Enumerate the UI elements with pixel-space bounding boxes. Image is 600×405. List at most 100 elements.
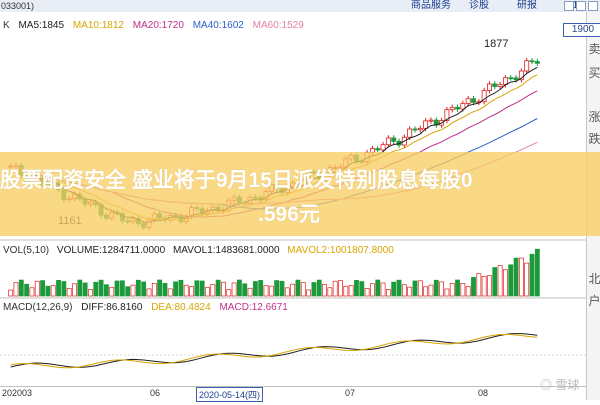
volume-bar — [508, 264, 514, 297]
volume-bar — [359, 281, 365, 297]
tab-research[interactable]: 研报 — [517, 0, 537, 11]
volume-bar — [284, 287, 290, 297]
candle-body — [492, 83, 498, 87]
sidebar-account[interactable]: 户 — [588, 294, 600, 308]
volume-bar — [141, 281, 147, 297]
volume-bar — [338, 280, 343, 297]
date-axis: 202003 06 2020-05-14(四) 07 08 — [0, 386, 586, 402]
volume-bar — [290, 283, 296, 297]
candle-body — [391, 137, 397, 142]
date-tick-07: 07 — [345, 388, 356, 398]
volume-bar — [151, 282, 157, 297]
volume-bar — [194, 280, 200, 297]
volume-bar — [476, 273, 482, 297]
volume-bar — [77, 279, 83, 297]
maximize-icon[interactable] — [576, 1, 586, 11]
sidebar-fall[interactable]: 跌 — [588, 132, 600, 146]
volume-bar — [215, 279, 221, 297]
tab-f10[interactable]: F10 — [566, 0, 584, 11]
volume-bar — [433, 279, 439, 297]
sidebar-rise[interactable]: 涨 — [588, 110, 600, 124]
candle-body — [407, 128, 413, 138]
volume-bar — [237, 279, 242, 297]
volume-bar — [316, 279, 322, 297]
high-price-label: 1877 — [484, 38, 509, 50]
candle-body — [449, 106, 455, 111]
volume-bar — [82, 282, 88, 297]
volume-bar — [247, 287, 253, 297]
volume-bar — [178, 279, 184, 297]
volume-bar — [385, 289, 391, 297]
volume-bar — [45, 285, 51, 297]
volume-bar — [518, 257, 524, 297]
dea-line — [10, 333, 538, 369]
volume-bar — [428, 284, 434, 297]
sidebar-sell[interactable]: 卖 — [588, 42, 600, 56]
volume-bar — [401, 284, 407, 297]
volume-bar — [534, 248, 540, 297]
minimize-icon[interactable] — [564, 1, 574, 11]
volume-bar — [50, 285, 56, 297]
candle-body — [455, 106, 461, 110]
volume-bar — [162, 283, 168, 297]
volume-bar — [487, 275, 492, 297]
legend-ma5: MA5:1845 — [18, 20, 65, 31]
tab-products[interactable]: 商品服务 — [411, 0, 451, 11]
candle-body — [380, 144, 386, 151]
volume-bar — [242, 283, 248, 297]
close-icon[interactable] — [588, 1, 598, 11]
volume-bar — [98, 279, 104, 297]
volume-legend: VOL(5,10) VOLUME:1284711.0000 MAVOL1:148… — [3, 245, 399, 256]
headline-line-1: 股票配资安全 盛业将于9月15日派发特别股息每股0 — [0, 169, 473, 192]
candle-body — [508, 77, 514, 80]
candle-body — [471, 98, 476, 103]
stock-code: 033001) — [1, 1, 35, 11]
legend-volume: VOLUME:1284711.0000 — [56, 245, 166, 256]
volume-bar — [130, 284, 136, 297]
volume-bar — [157, 279, 163, 297]
volume-bar — [274, 280, 280, 297]
date-tick-start: 202003 — [2, 388, 33, 398]
volume-bar — [258, 280, 264, 297]
tab-diagnosis[interactable]: 诊股 — [469, 0, 489, 11]
legend-ma60: MA60:1529 — [252, 20, 304, 31]
volume-bar — [279, 280, 285, 297]
volume-bar — [173, 281, 178, 297]
candle-body — [412, 128, 418, 131]
volume-bar — [322, 283, 327, 297]
candle-body — [481, 90, 487, 103]
volume-bar — [183, 284, 189, 297]
candle-body — [428, 119, 434, 122]
volume-bar — [449, 282, 455, 297]
candle-body — [529, 60, 535, 63]
volume-bar — [295, 279, 301, 297]
candle-body — [524, 60, 530, 72]
volume-bar — [109, 286, 115, 297]
volume-bar — [8, 289, 14, 297]
volume-bar — [465, 286, 471, 297]
candle-body — [423, 120, 429, 129]
volume-bar — [439, 281, 444, 297]
volume-bar — [93, 281, 99, 297]
volume-bar — [205, 286, 210, 297]
candle-body — [486, 83, 492, 91]
volume-bar — [135, 279, 141, 297]
volume-bar — [189, 286, 194, 297]
volume-bar — [354, 280, 359, 297]
candle-body — [444, 109, 450, 122]
current-price-box[interactable]: 1900 — [563, 23, 600, 37]
volume-bar — [311, 282, 317, 297]
candle-body — [534, 61, 540, 64]
volume-bar — [13, 282, 19, 297]
macd-lines — [10, 333, 538, 369]
volume-bar — [226, 289, 232, 297]
volume-bar — [210, 284, 216, 297]
sidebar-buy[interactable]: 买 — [588, 66, 600, 80]
volume-bar — [481, 276, 487, 297]
legend-macd: MACD(12,26,9) — [3, 302, 73, 313]
volume-bar — [252, 281, 258, 297]
sidebar-north[interactable]: 北 — [588, 272, 600, 286]
legend-mavol1: MAVOL1:1483681.0000 — [172, 245, 280, 256]
volume-bar — [119, 280, 125, 297]
legend-diff: DIFF:86.8160 — [81, 302, 143, 313]
